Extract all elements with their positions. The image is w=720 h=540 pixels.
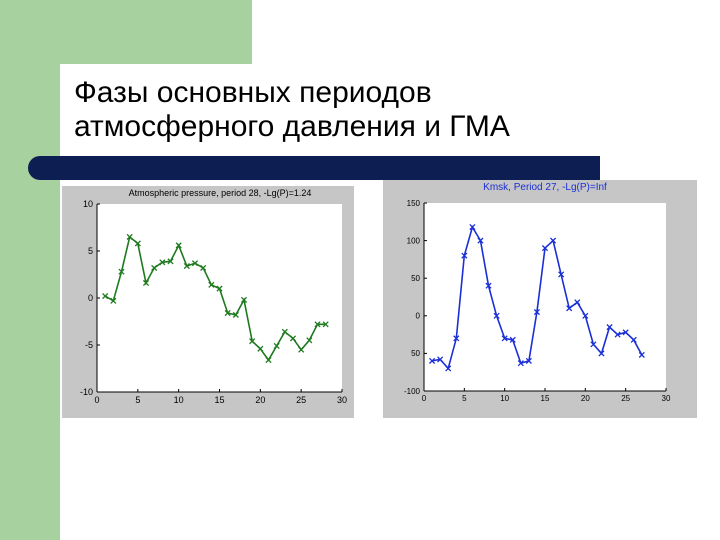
slide-title-line-1: Фазы основных периодов — [74, 76, 432, 109]
slide-title-line-2: атмосферного давления и ГМА — [74, 110, 510, 143]
title-underline-bar — [28, 156, 600, 180]
x-tick-label: 25 — [296, 395, 306, 405]
data-point-marker — [614, 331, 621, 338]
y-tick-label: -5 — [85, 340, 93, 350]
x-tick-label: 30 — [337, 395, 347, 405]
data-point-marker — [240, 296, 248, 303]
data-point-marker — [118, 268, 125, 275]
data-point-marker — [126, 233, 133, 240]
data-point-marker — [493, 312, 500, 319]
data-point-marker — [550, 237, 557, 244]
x-tick-label: 25 — [621, 394, 630, 403]
data-point-marker — [590, 341, 597, 348]
data-point-marker — [525, 357, 532, 364]
chart-plot-area — [97, 204, 342, 392]
x-tick-label: 30 — [662, 394, 671, 403]
data-point-marker — [183, 262, 190, 270]
data-point-marker — [216, 285, 223, 292]
data-point-marker — [314, 321, 321, 328]
data-point-marker — [485, 282, 492, 289]
data-point-marker — [306, 337, 313, 344]
y-tick-label: -10 — [80, 387, 93, 397]
data-point-marker — [429, 357, 436, 364]
data-point-marker — [134, 240, 141, 247]
data-point-marker — [208, 281, 215, 288]
data-point-marker — [517, 360, 524, 367]
data-point-marker — [142, 279, 150, 287]
data-point-marker — [298, 346, 305, 353]
data-point-marker — [200, 264, 207, 271]
x-tick-label: 20 — [255, 395, 265, 405]
data-point-marker — [191, 260, 199, 267]
data-point-marker — [249, 338, 256, 345]
y-tick-label: 10 — [83, 199, 93, 209]
y-tick-label: 50 — [411, 349, 420, 358]
x-tick-label: 10 — [174, 395, 184, 405]
x-tick-label: 15 — [214, 395, 224, 405]
green-accent-left — [0, 0, 60, 540]
kmsk-phase-chart: Kmsk, Period 27, -Lg(P)=Inf 0 5 10 15 20 25 30… — [383, 180, 697, 418]
chart-title: Atmospheric pressure, period 28, -Lg(P)=… — [129, 188, 312, 198]
data-point-marker — [598, 350, 605, 357]
x-tick-label: 10 — [500, 394, 509, 403]
chart-plot-area — [424, 203, 666, 391]
y-tick-label: 5 — [88, 246, 93, 256]
x-tick-label: 0 — [422, 394, 427, 403]
data-point-marker — [232, 311, 239, 318]
data-point-marker — [110, 297, 117, 304]
x-tick-label: 0 — [94, 395, 99, 405]
data-point-marker — [461, 252, 468, 259]
y-tick-label: 50 — [411, 274, 420, 283]
x-tick-label: 15 — [541, 394, 550, 403]
y-tick-label: 150 — [407, 199, 421, 208]
data-point-marker — [159, 259, 166, 266]
data-point-marker — [501, 335, 508, 342]
data-point-marker — [606, 324, 613, 331]
data-point-marker — [469, 224, 476, 231]
data-point-marker — [224, 309, 231, 317]
x-tick-label: 5 — [462, 394, 467, 403]
data-point-marker — [453, 335, 460, 342]
x-tick-label: 5 — [135, 395, 140, 405]
data-point-marker — [265, 356, 272, 364]
y-tick-label: -100 — [404, 387, 421, 396]
data-point-marker — [533, 308, 540, 316]
data-point-marker — [509, 336, 516, 343]
slide-title: Фазы основных периодов атмосферного давл… — [74, 76, 674, 144]
data-point-marker — [257, 345, 264, 352]
data-point-marker — [445, 365, 452, 372]
y-tick-label: 100 — [407, 236, 421, 245]
chart-title: Kmsk, Period 27, -Lg(P)=Inf — [483, 182, 607, 193]
data-point-marker — [273, 342, 280, 349]
x-tick-label: 20 — [581, 394, 590, 403]
data-point-marker — [638, 351, 645, 358]
data-point-marker — [289, 335, 297, 342]
data-point-marker — [622, 329, 629, 336]
data-point-marker — [566, 305, 573, 312]
data-point-marker — [175, 242, 182, 249]
data-point-marker — [541, 245, 549, 252]
series-line — [104, 235, 326, 362]
data-point-marker — [437, 356, 444, 363]
data-point-marker — [574, 299, 581, 306]
y-tick-label: 0 — [416, 312, 421, 321]
data-point-marker — [477, 237, 484, 244]
pressure-phase-chart: Atmospheric pressure, period 28, -Lg(P)=… — [62, 186, 354, 418]
data-point-marker — [151, 264, 158, 271]
data-point-marker — [630, 336, 637, 343]
title-underline-bar-body — [40, 156, 600, 180]
data-point-marker — [322, 321, 329, 328]
data-point-marker — [281, 328, 288, 335]
data-point-marker — [167, 258, 174, 265]
data-point-marker — [558, 271, 565, 278]
data-point-marker — [102, 293, 109, 300]
data-point-marker — [582, 312, 589, 319]
y-tick-label: 0 — [88, 293, 93, 303]
